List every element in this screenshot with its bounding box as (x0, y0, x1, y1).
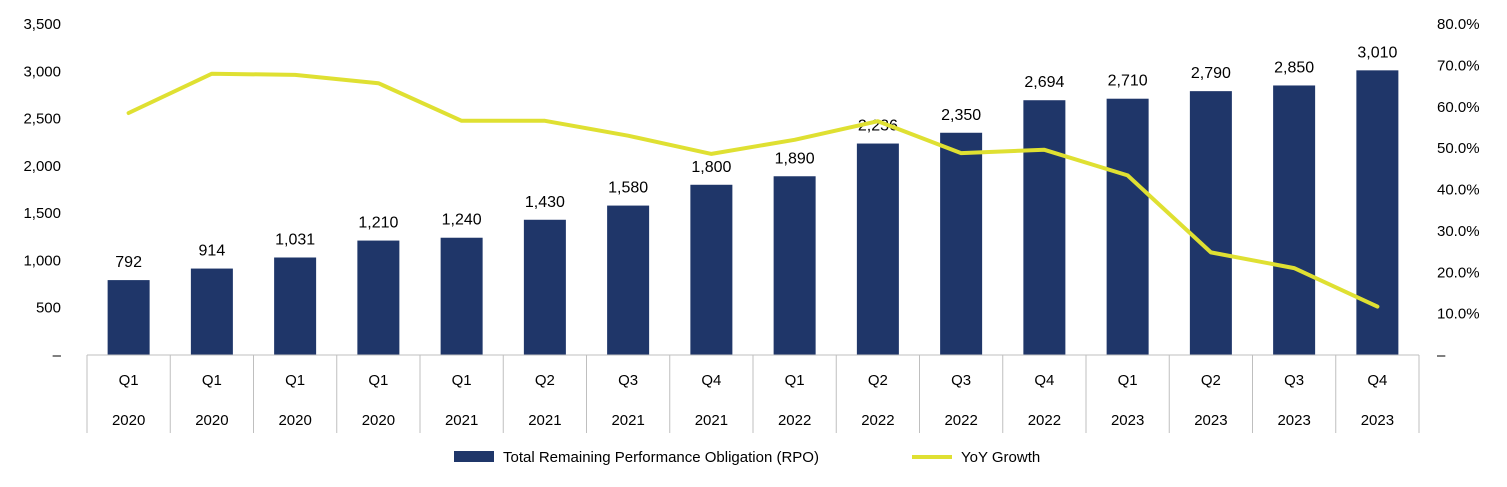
rpo-bar (440, 237, 483, 355)
rpo-bar-data-label: 2,850 (1274, 59, 1314, 76)
x-axis-year-label: 2021 (695, 412, 728, 429)
rpo-bars (107, 70, 1399, 355)
rpo-bar-data-label: 1,240 (442, 212, 482, 229)
x-axis-year-label: 2021 (611, 412, 644, 429)
rpo-bar (856, 143, 899, 355)
yoy-growth-line (126, 71, 1380, 309)
left-axis-tick-label: 1,000 (23, 252, 61, 269)
right-axis-tick-label: 20.0% (1437, 264, 1480, 281)
x-axis-year-label: 2023 (1111, 412, 1144, 429)
rpo-bar-data-label: 914 (199, 243, 226, 260)
right-axis-tick-label: 60.0% (1437, 99, 1480, 116)
x-axis-quarter-label: Q2 (1201, 372, 1221, 389)
rpo-bar (190, 268, 233, 355)
right-axis-tick-label: – (1437, 347, 1446, 364)
x-axis-quarter-label: Q3 (1284, 372, 1304, 389)
x-axis-quarter-label: Q4 (1034, 372, 1054, 389)
right-axis-tick-label: 10.0% (1437, 306, 1480, 323)
rpo-bar-data-label: 1,210 (358, 215, 398, 232)
rpo-bar (690, 184, 733, 355)
left-axis-tick-label: – (53, 347, 62, 364)
right-axis-tick-label: 50.0% (1437, 140, 1480, 157)
rpo-bar (1189, 91, 1232, 355)
x-axis-year-label: 2023 (1194, 412, 1227, 429)
x-axis-year-label: 2020 (112, 412, 145, 429)
rpo-bar (1106, 98, 1149, 355)
rpo-bar-data-label: 3,010 (1357, 44, 1397, 61)
x-axis-year-label: 2022 (1028, 412, 1061, 429)
rpo-bar-data-label: 1,430 (525, 194, 565, 211)
rpo-bar (1356, 70, 1399, 355)
rpo-bar-data-label: 1,890 (775, 150, 815, 167)
right-axis-tick-label: 40.0% (1437, 182, 1480, 199)
x-axis-quarter-label: Q1 (202, 372, 222, 389)
left-axis-tick-label: 2,000 (23, 158, 61, 175)
legend-rpo-swatch (454, 451, 494, 462)
rpo-bar-data-label: 1,580 (608, 180, 648, 197)
x-axis: Q1 2020 Q1 2020 Q1 2020 Q1 2020 Q1 2021 Q2 2021 Q3 20… (86, 354, 1420, 433)
legend-rpo-label: Total Remaining Performance Obligation (… (503, 449, 819, 466)
x-axis-year-label: 2022 (944, 412, 977, 429)
x-axis-quarter-label: Q3 (951, 372, 971, 389)
legend: Total Remaining Performance Obligation (… (454, 449, 1040, 466)
x-axis-quarter-label: Q4 (701, 372, 721, 389)
legend-growth-label: YoY Growth (961, 449, 1040, 466)
rpo-bar-data-label: 2,350 (941, 107, 981, 124)
x-axis-year-label: 2020 (278, 412, 311, 429)
rpo-data-labels: 792 914 1,031 1,210 1,240 1,430 1,580 1,800 1,89… (115, 44, 1397, 271)
yoy-growth-line-layer (126, 71, 1380, 309)
left-axis-tick-label: 2,500 (23, 111, 61, 128)
x-axis-year-label: 2020 (195, 412, 228, 429)
x-axis-year-label: 2022 (861, 412, 894, 429)
rpo-bar-data-label: 1,031 (275, 231, 315, 248)
rpo-bar (940, 132, 983, 355)
left-axis-tick-label: 1,500 (23, 205, 61, 222)
x-axis-quarter-label: Q1 (785, 372, 805, 389)
x-axis-quarter-label: Q2 (868, 372, 888, 389)
x-axis-year-label: 2022 (778, 412, 811, 429)
rpo-bar (107, 280, 150, 355)
right-axis-tick-label: 70.0% (1437, 57, 1480, 74)
x-axis-quarter-label: Q1 (452, 372, 472, 389)
left-axis-tick-label: 3,500 (23, 16, 61, 33)
rpo-bar (274, 257, 317, 355)
rpo-bar-data-label: 2,790 (1191, 65, 1231, 82)
x-axis-quarter-label: Q3 (618, 372, 638, 389)
left-axis-tick-label: 3,000 (23, 63, 61, 80)
rpo-bar (773, 176, 816, 355)
right-axis-ticks: – 10.0% 20.0% 30.0% 40.0% 50.0% 60.0% 70.0% 80.0… (1437, 16, 1480, 364)
rpo-bar-data-label: 1,800 (691, 159, 731, 176)
x-axis-year-label: 2020 (362, 412, 395, 429)
right-axis-tick-label: 30.0% (1437, 223, 1480, 240)
x-axis-quarter-label: Q1 (1118, 372, 1138, 389)
rpo-bar (1273, 85, 1316, 355)
x-axis-quarter-label: Q2 (535, 372, 555, 389)
rpo-bar (357, 240, 400, 355)
x-axis-year-label: 2021 (445, 412, 478, 429)
x-axis-quarter-label: Q1 (368, 372, 388, 389)
rpo-bar-data-label: 792 (115, 254, 142, 271)
rpo-bar (523, 219, 566, 355)
rpo-bar-data-label: 2,710 (1108, 73, 1148, 90)
x-axis-quarter-label: Q4 (1367, 372, 1387, 389)
rpo-bar (607, 205, 650, 355)
rpo-bar (1023, 100, 1066, 355)
rpo-bar-data-label: 2,694 (1024, 74, 1064, 91)
right-axis-tick-label: 80.0% (1437, 16, 1480, 33)
left-axis-ticks: – 500 1,000 1,500 2,000 2,500 3,000 3,500 (23, 16, 61, 364)
x-axis-year-label: 2023 (1361, 412, 1394, 429)
x-axis-quarter-label: Q1 (285, 372, 305, 389)
left-axis-tick-label: 500 (36, 300, 61, 317)
x-axis-year-label: 2021 (528, 412, 561, 429)
x-axis-quarter-label: Q1 (119, 372, 139, 389)
x-axis-year-label: 2023 (1277, 412, 1310, 429)
